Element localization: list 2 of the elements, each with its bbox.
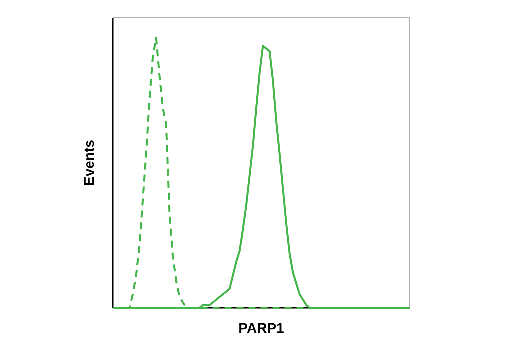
x-axis-title: PARP1	[238, 320, 285, 336]
y-axis-title: Events	[81, 140, 97, 186]
